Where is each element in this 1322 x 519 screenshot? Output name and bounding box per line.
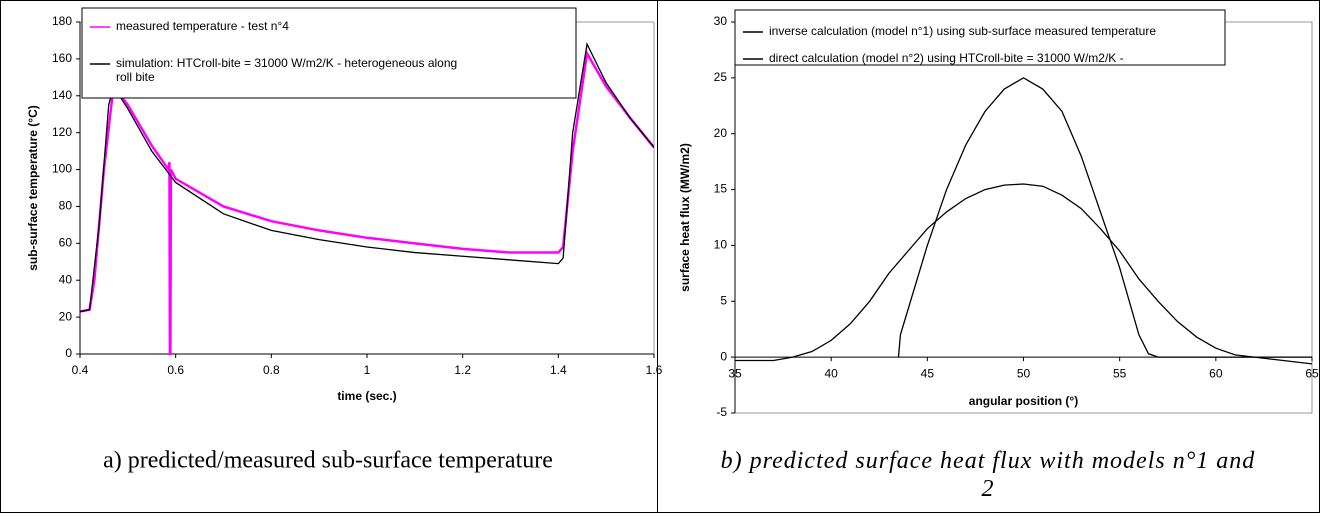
caption: a) predicted/measured sub-surface temper… — [103, 448, 553, 474]
caption: b) predicted surface heat flux with mode… — [721, 448, 1256, 502]
x-tick-label: 0.8 — [263, 363, 280, 377]
legend-label: simulation: HTCroll-bite = 31000 W/m2/K … — [116, 56, 457, 84]
y-tick-label: 0 — [65, 346, 72, 360]
y-tick-label: 10 — [714, 238, 728, 252]
y-tick-label: 80 — [59, 199, 73, 213]
y-tick-label: 60 — [59, 236, 73, 250]
x-tick-label: 1.2 — [454, 363, 471, 377]
x-tick-label: 1.4 — [550, 363, 567, 377]
x-tick-label: 40 — [824, 366, 838, 380]
caption-line: b) predicted surface heat flux with mode… — [721, 448, 1256, 474]
y-tick-label: 15 — [714, 182, 728, 196]
y-tick-label: 5 — [720, 293, 727, 307]
y-tick-label: 160 — [52, 51, 72, 65]
y-tick-label: 25 — [714, 70, 728, 84]
series-line — [897, 77, 1312, 358]
y-axis-title: sub-surface temperature (°C) — [26, 105, 40, 271]
y-axis-title: surface heat flux (MW/m2) — [678, 143, 692, 292]
x-tick-label: 55 — [1113, 366, 1127, 380]
x-axis-title: angular position (°) — [969, 394, 1078, 408]
legend-label: inverse calculation (model n°1) using su… — [769, 24, 1156, 38]
x-tick-label: 1 — [364, 363, 371, 377]
legend-label: direct calculation (model n°2) using HTC… — [769, 51, 1124, 65]
plot-frame — [734, 21, 1313, 414]
x-tick-label: 45 — [921, 366, 935, 380]
caption-line: 2 — [982, 476, 995, 502]
x-tick-label: 35 — [728, 366, 742, 380]
y-tick-label: 40 — [59, 272, 73, 286]
legend-box — [734, 9, 1226, 66]
y-tick-label: 100 — [52, 162, 72, 176]
x-tick-label: 1.6 — [646, 363, 663, 377]
x-tick-label: 0.6 — [167, 363, 184, 377]
x-axis-title: time (sec.) — [337, 389, 396, 403]
y-tick-label: -5 — [716, 405, 727, 419]
y-tick-label: 180 — [52, 14, 72, 28]
y-tick-label: 20 — [59, 309, 73, 323]
y-tick-label: 140 — [52, 88, 72, 102]
legend-label-line: simulation: HTCroll-bite = 31000 W/m2/K … — [116, 56, 457, 70]
y-tick-label: 30 — [714, 14, 728, 28]
legend-label: measured temperature - test n°4 — [116, 19, 289, 33]
y-tick-label: 120 — [52, 125, 72, 139]
x-tick-label: 0.4 — [72, 363, 89, 377]
y-tick-label: 20 — [714, 126, 728, 140]
legend-label-line: roll bite — [116, 70, 155, 84]
x-tick-label: 60 — [1209, 366, 1223, 380]
x-tick-label: 65 — [1305, 366, 1319, 380]
legend-box — [81, 7, 577, 99]
y-tick-label: 0 — [720, 349, 727, 363]
series-line — [735, 183, 1312, 365]
x-tick-label: 50 — [1017, 366, 1031, 380]
